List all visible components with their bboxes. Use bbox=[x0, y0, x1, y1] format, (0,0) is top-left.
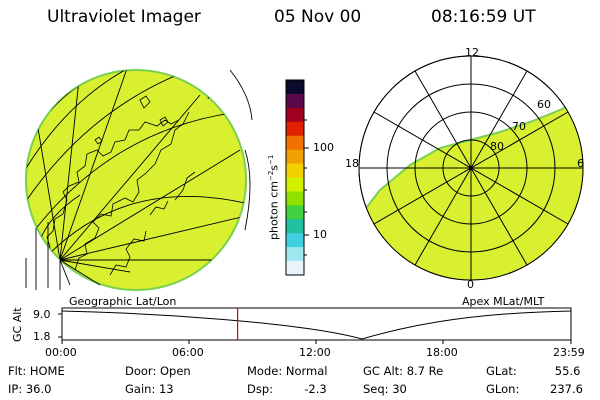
mlat-label-60: 60 bbox=[537, 98, 551, 111]
timeline-ymax: 9.0 bbox=[33, 308, 51, 321]
apex-label: Apex MLat/MLT bbox=[462, 295, 545, 308]
date-label: 05 Nov 00 bbox=[274, 7, 362, 27]
coastlines bbox=[44, 74, 211, 276]
colorbar bbox=[285, 79, 309, 276]
status-dsp: Dsp: -2.3 bbox=[247, 382, 327, 396]
colorbar-band bbox=[286, 149, 304, 165]
mlt-label-12: 12 bbox=[465, 46, 479, 59]
colorbar-band bbox=[286, 247, 304, 262]
colorbar-band bbox=[286, 191, 304, 206]
colorbar-band bbox=[286, 163, 304, 178]
colorbar-band bbox=[286, 93, 304, 109]
colorbar-title: photon cm−2s−1 bbox=[267, 154, 281, 240]
status-flt: Flt: HOME bbox=[8, 364, 65, 378]
status-gain: Gain: 13 bbox=[125, 382, 174, 396]
mlt-label-18: 18 bbox=[345, 157, 359, 170]
timeline-xtick: 12:00 bbox=[299, 346, 331, 359]
colorbar-band bbox=[286, 233, 304, 248]
mlt-label-0: 0 bbox=[467, 278, 474, 291]
timeline-xtick: 18:00 bbox=[426, 346, 458, 359]
colorbar-band bbox=[286, 205, 304, 220]
colorbar-tick-10: 10 bbox=[313, 228, 327, 241]
polar-spokes bbox=[359, 56, 583, 280]
timeline-xtick: 06:00 bbox=[172, 346, 204, 359]
colorbar-band bbox=[286, 219, 304, 234]
timeline-xtick: 23:59 bbox=[553, 346, 585, 359]
status-door: Door: Open bbox=[125, 364, 191, 378]
time-label: 08:16:59 UT bbox=[431, 7, 536, 27]
outer-grid-lines bbox=[25, 69, 253, 290]
instrument-title: Ultraviolet Imager bbox=[47, 7, 201, 27]
polar-plot bbox=[358, 55, 584, 281]
colorbar-band bbox=[286, 135, 304, 151]
status-ip: IP: 36.0 bbox=[8, 382, 52, 396]
colorbar-tick-100: 100 bbox=[313, 141, 334, 154]
status-seq: Seq: 30 bbox=[363, 382, 407, 396]
colorbar-band bbox=[286, 121, 304, 137]
left-image-disk bbox=[25, 69, 247, 291]
mlt-label-6: 6 bbox=[577, 157, 584, 170]
timeline-ymin: 1.8 bbox=[33, 330, 51, 343]
colorbar-band bbox=[286, 80, 304, 95]
timeline-ticks bbox=[58, 313, 572, 344]
polar-image-region bbox=[359, 88, 583, 280]
colorbar-band bbox=[286, 261, 304, 276]
mlat-label-70: 70 bbox=[512, 120, 526, 133]
colorbar-band bbox=[286, 107, 304, 123]
status-mode: Mode: Normal bbox=[247, 364, 328, 378]
timeline-ylabel: GC Alt bbox=[11, 307, 24, 342]
geographic-label: Geographic Lat/Lon bbox=[69, 295, 177, 308]
timeline-xtick: 00:00 bbox=[45, 346, 77, 359]
status-glat: GLat: 55.6 bbox=[486, 364, 581, 378]
geographic-map bbox=[25, 69, 253, 291]
status-glon: GLon: 237.6 bbox=[486, 382, 583, 396]
timeline-plot bbox=[58, 307, 572, 344]
colorbar-band bbox=[286, 177, 304, 192]
mlat-label-80: 80 bbox=[490, 140, 504, 153]
status-gc-alt: GC Alt: 8.7 Re bbox=[363, 364, 444, 378]
